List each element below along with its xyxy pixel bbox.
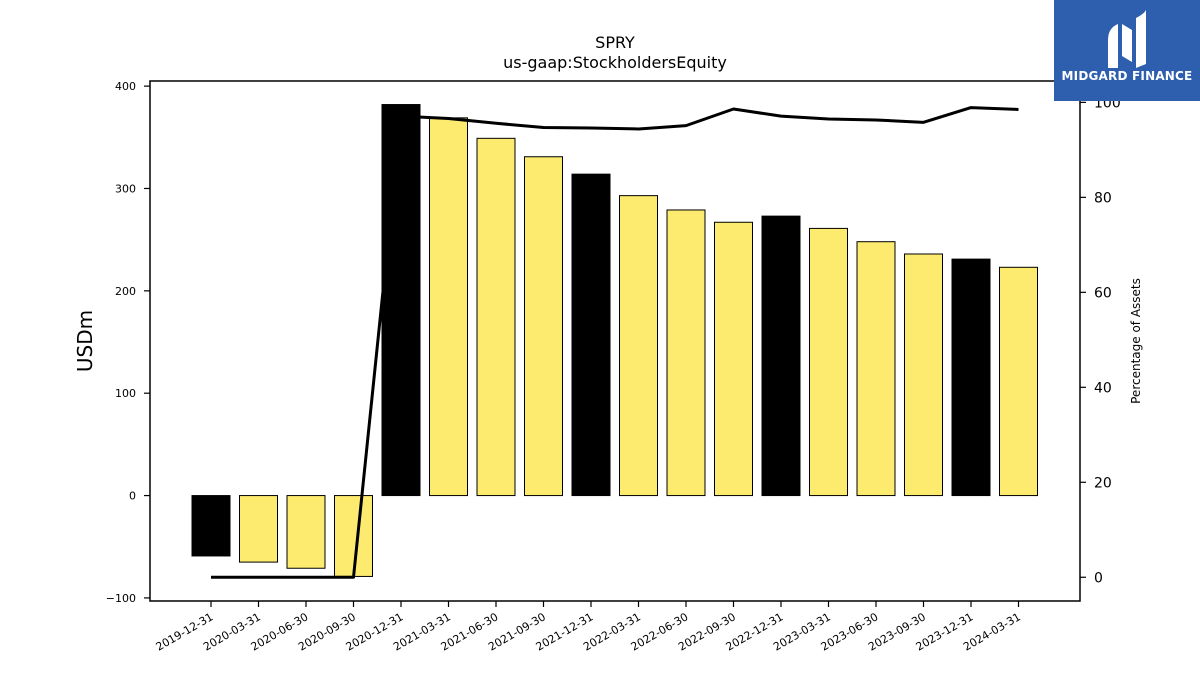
bar-2019-12-31 — [191, 495, 231, 557]
bar-2022-09-30 — [714, 221, 753, 497]
brand-logo: MIDGARD FINANCE — [1054, 0, 1200, 101]
bars-group — [191, 104, 1038, 577]
y-axis-label: USDm — [73, 310, 97, 372]
y2-tick-label: 80 — [1094, 190, 1112, 206]
bar-2024-03-31 — [999, 266, 1038, 497]
bar-2020-03-31 — [239, 495, 278, 563]
bar-2021-09-30 — [524, 156, 563, 497]
pct-of-assets-line — [211, 106, 1019, 579]
y-tick-label: 0 — [129, 490, 136, 503]
bar-2021-06-30 — [476, 137, 516, 497]
bar-2023-06-30 — [856, 241, 896, 497]
bar-2023-03-31 — [809, 227, 848, 497]
bar-2022-12-31 — [761, 215, 801, 497]
bar-2022-06-30 — [666, 209, 706, 497]
y2-tick-label: 40 — [1094, 380, 1112, 396]
y2-axis-label: Percentage of Assets — [1129, 278, 1143, 404]
y2-tick-label: 60 — [1094, 285, 1112, 301]
plot-frame — [149, 80, 1081, 602]
y-tick-label: 400 — [115, 80, 136, 93]
y-tick-label: 300 — [115, 182, 136, 195]
pct-line-group — [211, 106, 1019, 579]
bar-2023-09-30 — [904, 253, 943, 497]
chart-subtitle: us-gaap:StockholdersEquity — [503, 53, 727, 72]
x-axis: 2019-12-312020-03-312020-06-302020-09-30… — [154, 601, 1023, 654]
y-tick-label: 100 — [115, 387, 136, 400]
y-axis-left: −100 0 100 200 300 400 — [106, 80, 150, 605]
logo-mark-icon — [1108, 10, 1146, 68]
logo-text: MIDGARD FINANCE — [1061, 69, 1193, 83]
y-tick-label: −100 — [106, 592, 136, 605]
bar-2023-12-31 — [951, 258, 991, 497]
y-tick-label: 200 — [115, 285, 136, 298]
bar-2022-03-31 — [619, 195, 658, 497]
bar-2021-12-31 — [571, 173, 611, 497]
bar-2020-12-31 — [381, 104, 421, 497]
chart-title: SPRY — [595, 33, 635, 52]
y2-tick-label: 20 — [1094, 475, 1112, 491]
y2-tick-label: 0 — [1094, 570, 1103, 586]
bar-2021-03-31 — [429, 117, 468, 497]
bar-2020-06-30 — [286, 495, 326, 569]
